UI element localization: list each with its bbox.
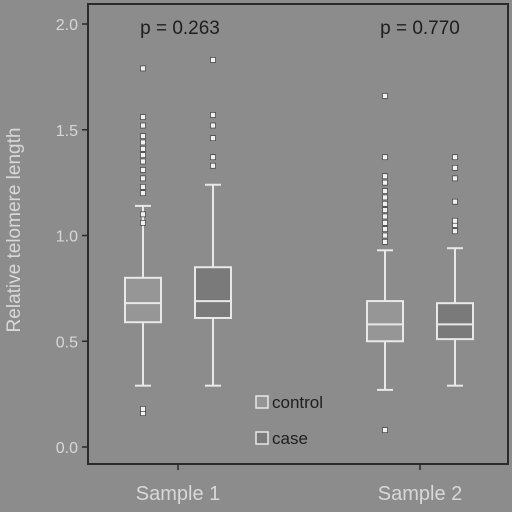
box-iqr (436, 302, 474, 341)
outlier-point (452, 228, 458, 235)
outlier-point (452, 175, 458, 182)
outlier-point (382, 200, 388, 207)
outlier-point (140, 406, 146, 412)
legend-label-control: control (272, 393, 323, 412)
legend-swatch-control (255, 395, 269, 409)
y-tick-label: 1.5 (56, 123, 78, 140)
outlier-point (382, 173, 388, 180)
x-axis-ticks (177, 464, 421, 470)
box-iqr (194, 266, 232, 319)
outlier-point (140, 139, 146, 146)
outlier-point (140, 114, 146, 120)
outlier-point (382, 179, 388, 186)
box-control-2 (366, 93, 404, 433)
outlier-point (210, 112, 216, 118)
y-tick-label: 2.0 (56, 17, 78, 34)
outlier-point (210, 122, 216, 129)
outlier-point (210, 135, 216, 142)
y-tick-label: 0.0 (56, 440, 78, 457)
box-control-1 (124, 65, 162, 416)
outlier-point (382, 220, 388, 226)
box-case-1 (194, 57, 232, 387)
outlier-point (452, 154, 458, 161)
y-tick-label: 1.0 (56, 229, 78, 246)
legend: control case (255, 393, 323, 448)
outlier-point (382, 232, 388, 239)
outlier-point (382, 188, 388, 194)
outlier-point (382, 194, 388, 201)
outlier-point (382, 226, 388, 232)
outlier-point (382, 239, 388, 245)
outlier-point (140, 220, 146, 226)
outlier-point (140, 122, 146, 129)
outlier-point (140, 211, 146, 218)
box-iqr (124, 276, 162, 324)
outlier-point (382, 427, 388, 433)
outlier-point (140, 152, 146, 158)
outlier-point (382, 154, 388, 161)
outlier-point (210, 154, 216, 161)
outlier-point (140, 65, 146, 72)
outlier-point (382, 207, 388, 213)
outlier-point (140, 175, 146, 182)
p-value-sample-2: p = 0.770 (380, 18, 460, 39)
outlier-point (382, 93, 388, 99)
category-label-sample-1: Sample 1 (136, 483, 221, 505)
outlier-point (140, 158, 146, 165)
y-axis-ticks: 0.0 0.5 1.0 1.5 2.0 (56, 17, 88, 457)
outlier-point (452, 198, 458, 205)
plot-frame (87, 3, 509, 465)
outlier-point (140, 133, 146, 139)
legend-label-case: case (272, 429, 308, 448)
legend-swatch-case (255, 431, 269, 445)
outlier-point (210, 162, 216, 169)
box-case-2 (436, 154, 474, 387)
box-series (124, 57, 474, 433)
outlier-point (140, 190, 146, 196)
outlier-point (140, 145, 146, 152)
box-iqr (366, 300, 404, 343)
outlier-point (140, 167, 146, 173)
y-tick-label: 0.5 (56, 334, 78, 351)
outlier-point (140, 184, 146, 190)
outlier-point (382, 213, 388, 220)
category-label-sample-2: Sample 2 (378, 483, 463, 505)
outlier-point (210, 57, 216, 63)
outlier-point (452, 217, 458, 224)
outlier-point (452, 165, 458, 171)
p-value-sample-1: p = 0.263 (140, 18, 220, 39)
y-axis-label: Relative telomere length (4, 128, 25, 333)
